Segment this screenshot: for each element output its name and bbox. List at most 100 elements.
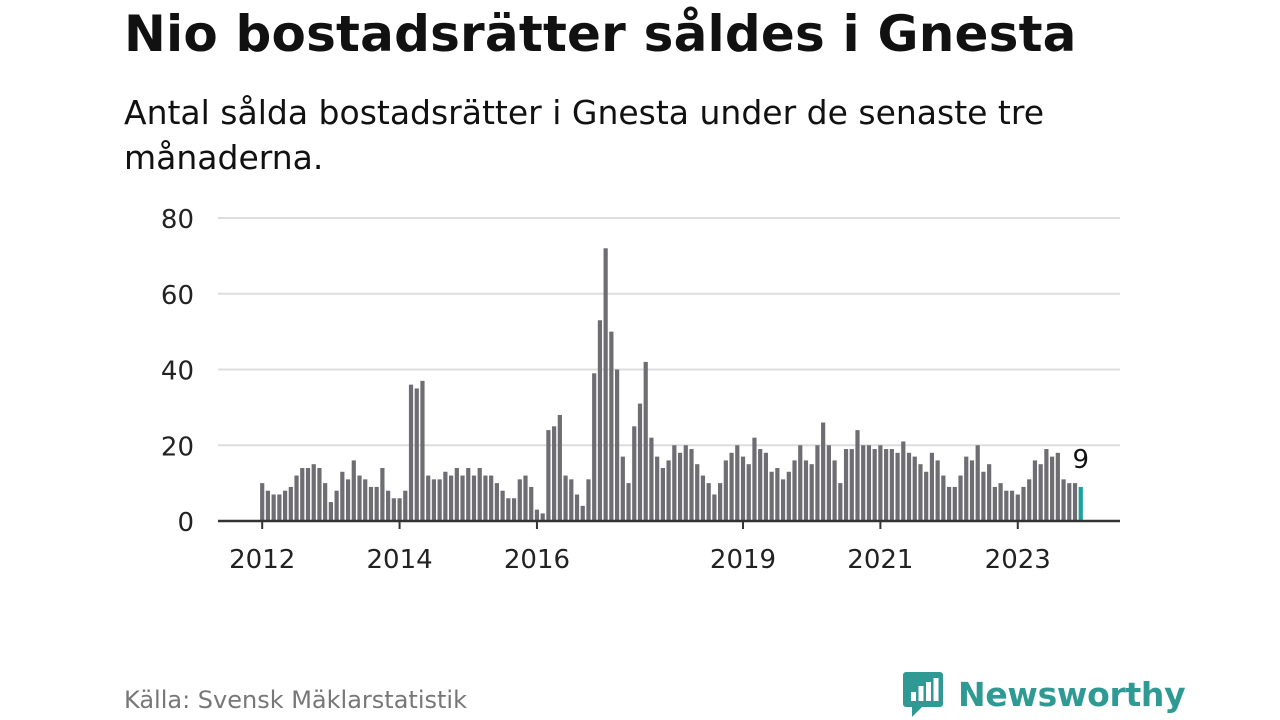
brand-logo[interactable]: Newsworthy — [902, 670, 1186, 718]
bar — [689, 449, 694, 521]
bar — [265, 490, 271, 521]
bar — [718, 483, 723, 522]
bar — [614, 369, 620, 521]
bar — [557, 414, 562, 521]
bar — [1004, 490, 1009, 521]
bar — [649, 437, 654, 521]
bar — [1032, 460, 1038, 521]
bar — [328, 502, 333, 521]
x-tick-label: 2021 — [847, 545, 913, 575]
y-tick-label: 0 — [177, 508, 194, 538]
bar — [323, 483, 328, 522]
bar — [637, 403, 643, 521]
bar — [580, 505, 585, 521]
bar — [357, 475, 362, 521]
bar — [334, 490, 339, 521]
bar — [609, 331, 614, 522]
bars — [260, 248, 1083, 522]
bar — [397, 498, 402, 521]
bar — [574, 494, 580, 521]
bar — [855, 430, 860, 521]
bar — [489, 475, 494, 521]
x-tick-label: 2012 — [229, 545, 295, 575]
bar — [471, 475, 477, 521]
bar — [935, 460, 940, 521]
x-tick-label: 2019 — [710, 545, 776, 575]
bar — [700, 475, 706, 521]
bar — [374, 486, 379, 521]
bar — [626, 483, 631, 522]
bar — [540, 513, 545, 521]
bar — [809, 464, 814, 521]
bar — [981, 471, 986, 521]
bar — [414, 388, 419, 521]
bar — [437, 479, 442, 521]
bar — [523, 475, 528, 521]
source-note: Källa: Svensk Mäklarstatistik — [124, 686, 467, 714]
bar — [340, 471, 345, 521]
bar — [288, 486, 293, 521]
bar — [660, 467, 665, 521]
bar — [546, 430, 551, 521]
bar — [517, 479, 522, 521]
bar — [906, 452, 912, 521]
bar — [946, 486, 952, 521]
y-tick-labels: 0 20 40 60 80 — [161, 205, 194, 538]
bar — [420, 380, 425, 521]
bar — [443, 471, 448, 521]
newsworthy-logo-icon — [903, 672, 943, 717]
bar — [1009, 490, 1015, 521]
bar — [803, 460, 809, 521]
x-tick-label: 2023 — [985, 545, 1051, 575]
bar — [918, 464, 923, 521]
bar — [1067, 483, 1072, 522]
bar — [460, 475, 465, 521]
bar — [345, 479, 351, 521]
highlight-value-label: 9 — [1072, 445, 1089, 475]
bar — [363, 479, 368, 521]
bar — [511, 498, 517, 521]
bar — [752, 437, 757, 521]
bar — [821, 422, 826, 521]
bar — [706, 483, 711, 522]
bar — [866, 445, 872, 521]
y-tick-label: 80 — [161, 205, 194, 235]
bar — [729, 452, 734, 521]
bar — [506, 498, 511, 521]
bar — [466, 467, 471, 521]
bar — [912, 456, 917, 521]
bar-chart: 0 20 40 60 80 2012 2014 2016 2019 2021 2023 9 — [161, 205, 1120, 575]
bar — [775, 467, 780, 521]
bar — [477, 467, 482, 521]
bar — [952, 486, 957, 521]
bar — [878, 445, 883, 521]
bar — [1050, 456, 1055, 521]
bar — [260, 483, 265, 522]
bar — [901, 441, 906, 521]
bar — [941, 475, 946, 521]
bar — [294, 475, 299, 521]
bar — [924, 471, 929, 521]
bar — [666, 460, 671, 521]
bar — [643, 361, 648, 521]
bar — [500, 490, 505, 521]
bar — [884, 449, 889, 521]
bar — [786, 471, 791, 521]
bar — [586, 479, 591, 521]
bar — [740, 456, 746, 521]
bar — [723, 460, 728, 521]
bar — [1021, 486, 1026, 521]
bar — [969, 460, 975, 521]
bar — [872, 449, 877, 521]
bar — [798, 445, 803, 521]
bar — [861, 445, 866, 521]
bar — [992, 486, 997, 521]
bar — [317, 467, 322, 521]
bar — [815, 445, 820, 521]
bar — [1072, 483, 1078, 522]
bar — [277, 494, 282, 521]
bar — [403, 490, 408, 521]
x-axis: 2012 2014 2016 2019 2021 2023 — [218, 519, 1120, 575]
bar — [529, 486, 534, 521]
bar — [552, 426, 557, 521]
